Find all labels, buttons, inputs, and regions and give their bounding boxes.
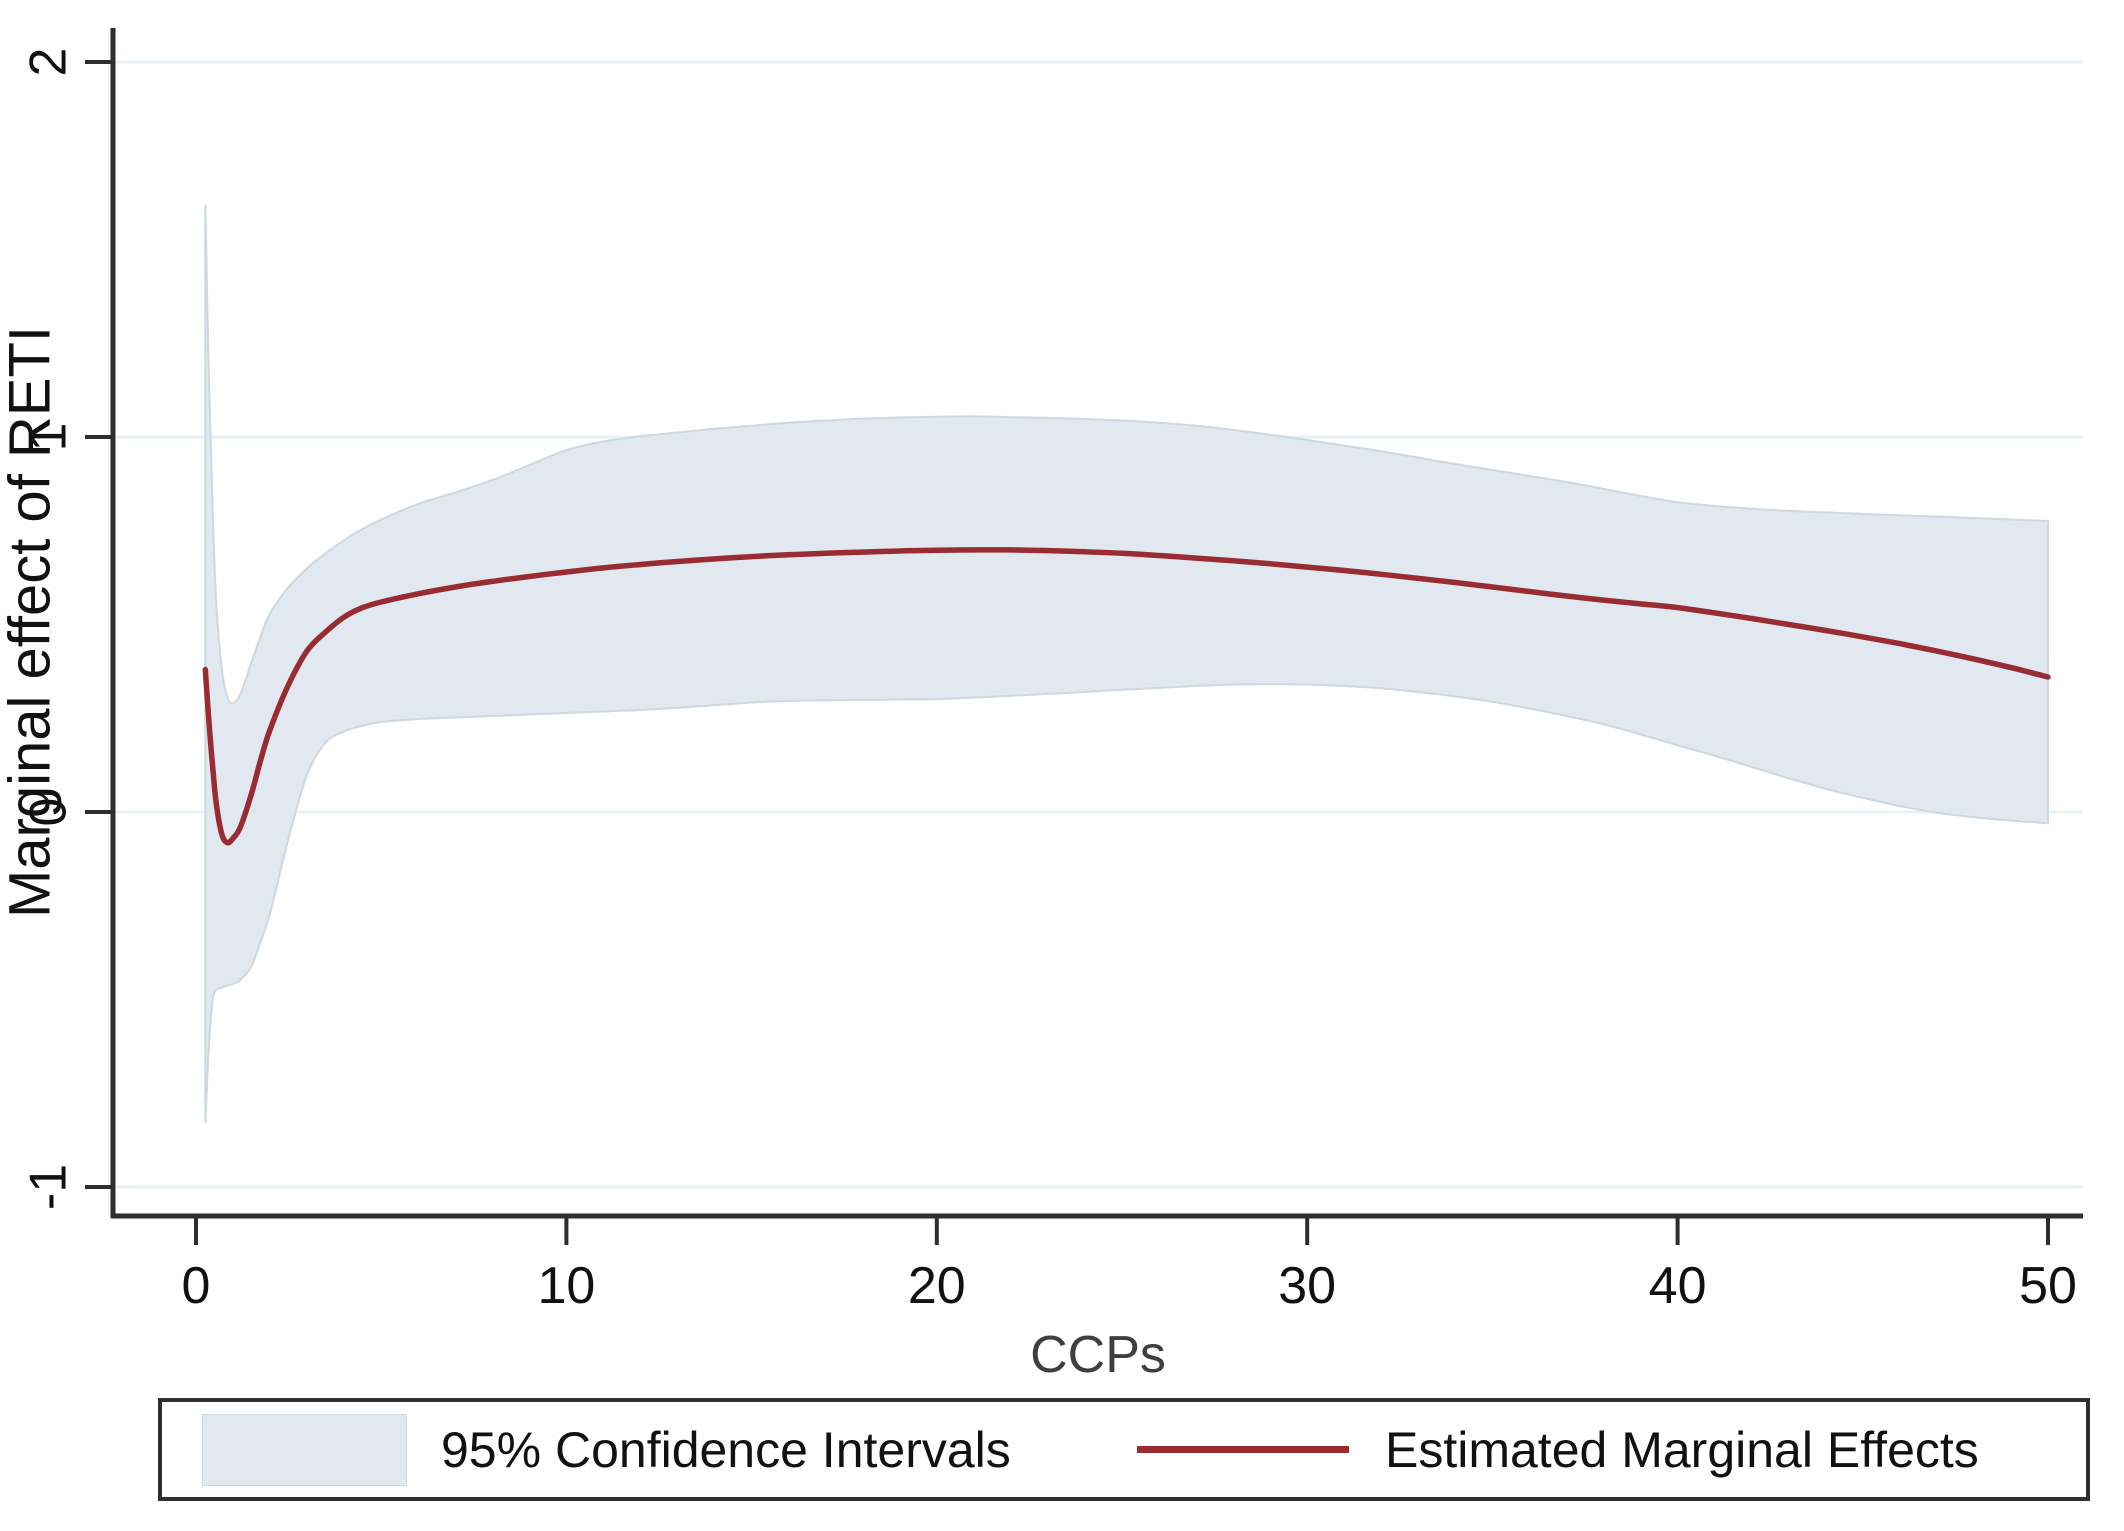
x-tick-label-30: 30 xyxy=(1278,1257,1336,1315)
legend-line-sample xyxy=(1137,1446,1349,1453)
legend-label-confidence-intervals: 95% Confidence Intervals xyxy=(441,1421,1011,1478)
y-tick-label-1: 1 xyxy=(20,423,78,452)
x-tick-label-50: 50 xyxy=(2019,1257,2077,1315)
x-tick-label-20: 20 xyxy=(908,1257,966,1315)
y-axis-title: Marginal effect of RETI xyxy=(0,326,62,918)
y-tick-label-2: 2 xyxy=(20,48,78,77)
x-tick-label-0: 0 xyxy=(182,1257,211,1315)
confidence-band xyxy=(204,204,2049,1124)
legend-entry-marginal-effects: Estimated Marginal Effects xyxy=(1137,1421,1979,1479)
y-tick-label--1: -1 xyxy=(20,1164,78,1210)
y-tick-label-0: 0 xyxy=(20,798,78,827)
x-tick-label-40: 40 xyxy=(1649,1257,1707,1315)
x-axis-title: CCPs xyxy=(1030,1326,1166,1384)
legend-label-marginal-effects: Estimated Marginal Effects xyxy=(1385,1421,1979,1478)
legend-swatch-area xyxy=(202,1413,407,1486)
marginal-effects-line xyxy=(202,547,2051,846)
x-tick-label-10: 10 xyxy=(537,1257,595,1315)
legend-entry-confidence-intervals: 95% Confidence Intervals xyxy=(202,1413,1011,1486)
legend: 95% Confidence Intervals Estimated Margi… xyxy=(158,1398,2090,1501)
